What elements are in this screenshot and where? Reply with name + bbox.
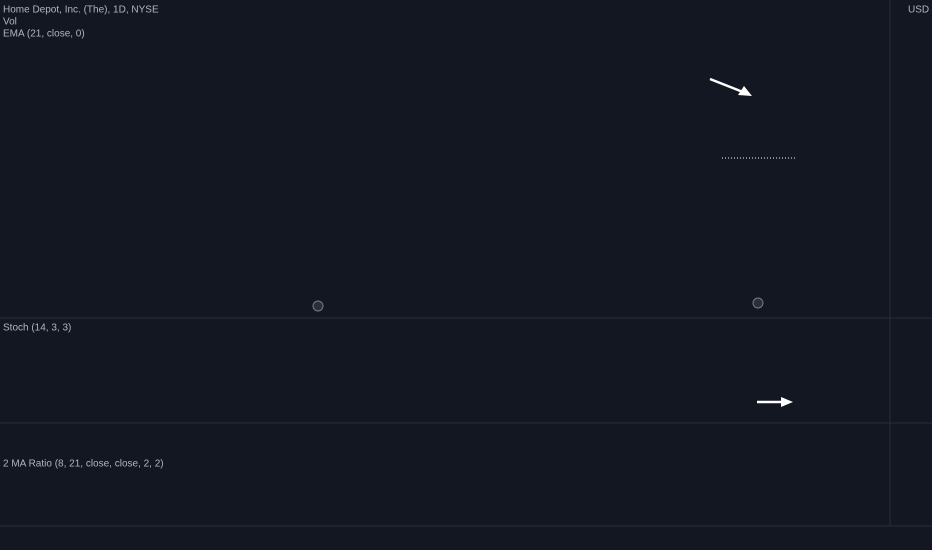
currency: USD — [908, 5, 929, 16]
ema-label: EMA (21, close, 0) — [3, 29, 85, 40]
stoch-title: Stoch (14, 3, 3) — [3, 323, 71, 334]
arrow-head — [781, 397, 793, 407]
volume-label: Vol — [3, 17, 17, 28]
dividend-marker — [752, 297, 764, 309]
dividend-marker — [312, 300, 324, 312]
symbol-title: Home Depot, Inc. (The), 1D, NYSE — [3, 5, 159, 16]
arrow-head — [738, 86, 752, 96]
ratio-title: 2 MA Ratio (8, 21, close, close, 2, 2) — [3, 459, 164, 470]
